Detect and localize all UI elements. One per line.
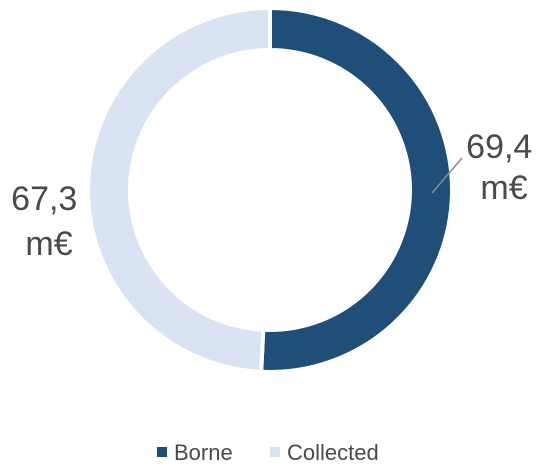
legend-swatch-borne <box>157 447 167 457</box>
data-label-collected-value: 67,3 <box>11 180 77 218</box>
slice-collected <box>86 5 272 374</box>
slices-group <box>86 5 454 374</box>
data-label-collected-unit: m€ <box>25 225 72 263</box>
legend: Borne Collected <box>157 440 379 465</box>
legend-label-borne: Borne <box>174 440 233 465</box>
data-label-borne: 69,4 m€ <box>466 128 541 207</box>
slice-borne <box>259 5 454 374</box>
leader-line-borne <box>431 157 463 194</box>
legend-swatch-collected <box>270 447 280 457</box>
data-label-borne-value: 69,4 <box>466 128 532 166</box>
data-label-collected: 67,3 m€ <box>11 180 87 263</box>
data-label-borne-unit: m€ <box>480 169 527 207</box>
legend-label-collected: Collected <box>287 440 379 465</box>
